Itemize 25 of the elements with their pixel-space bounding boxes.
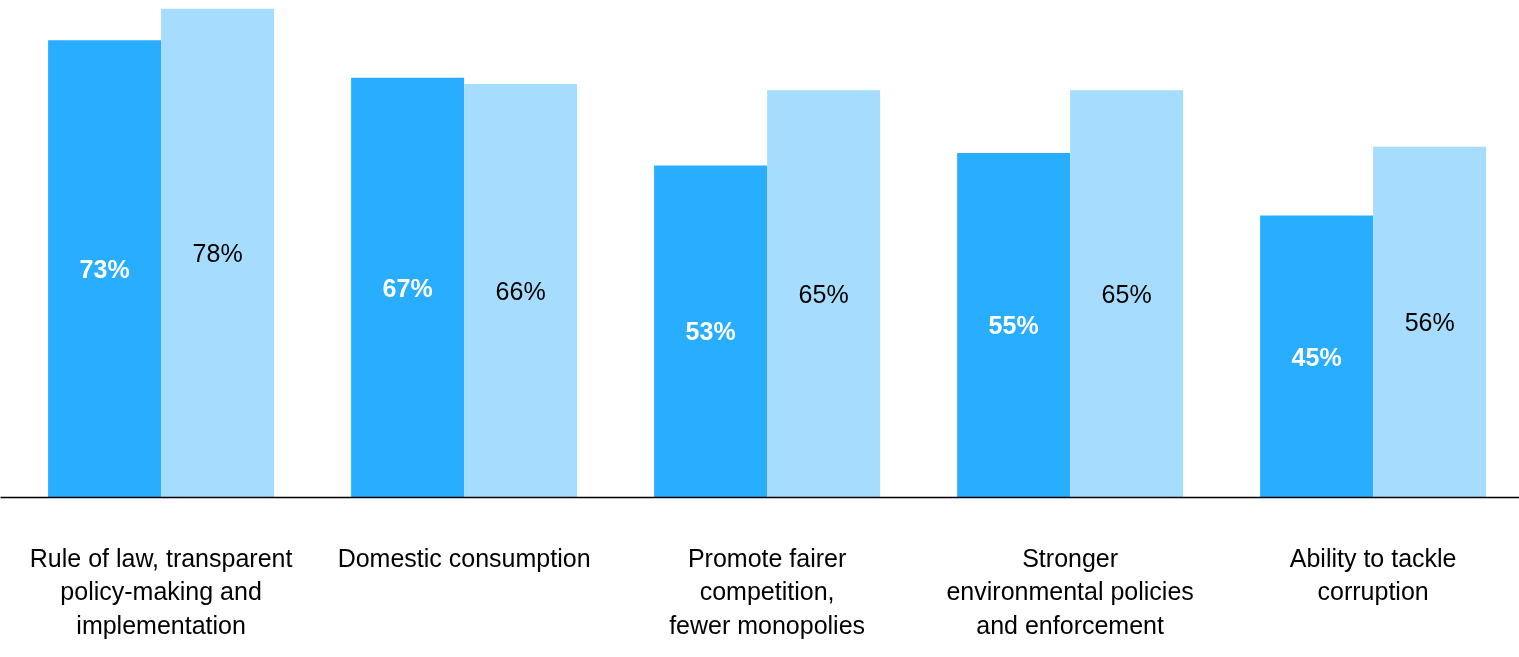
bar (1373, 146, 1487, 498)
data-label: 78% (192, 239, 243, 268)
x-tick-label: Promote fairer competition, fewer monopolies (669, 543, 866, 639)
data-label: 45% (1291, 342, 1342, 371)
bar (957, 152, 1071, 498)
bar (654, 165, 768, 498)
data-label: 73% (79, 254, 130, 283)
bar (48, 40, 162, 498)
x-tick-label: Rule of law, transparent policy-making and implementation (29, 543, 293, 639)
bar (1070, 90, 1184, 498)
bar (1260, 215, 1374, 498)
x-tick-label: Ability to tackle corruption (1289, 543, 1457, 606)
bar (351, 77, 465, 498)
bar (464, 83, 578, 498)
bar (161, 8, 275, 498)
data-label: 56% (1404, 308, 1455, 337)
data-label: 65% (1101, 279, 1152, 308)
bar (767, 90, 881, 498)
data-label: 67% (382, 273, 433, 302)
data-label: 53% (685, 317, 736, 346)
x-tick-label: Domestic consumption (337, 543, 591, 572)
data-label: 65% (798, 279, 849, 308)
x-tick-label: Stronger environmental policies and enforcement (946, 543, 1194, 639)
data-label: 55% (988, 311, 1039, 340)
data-label: 66% (495, 276, 546, 305)
